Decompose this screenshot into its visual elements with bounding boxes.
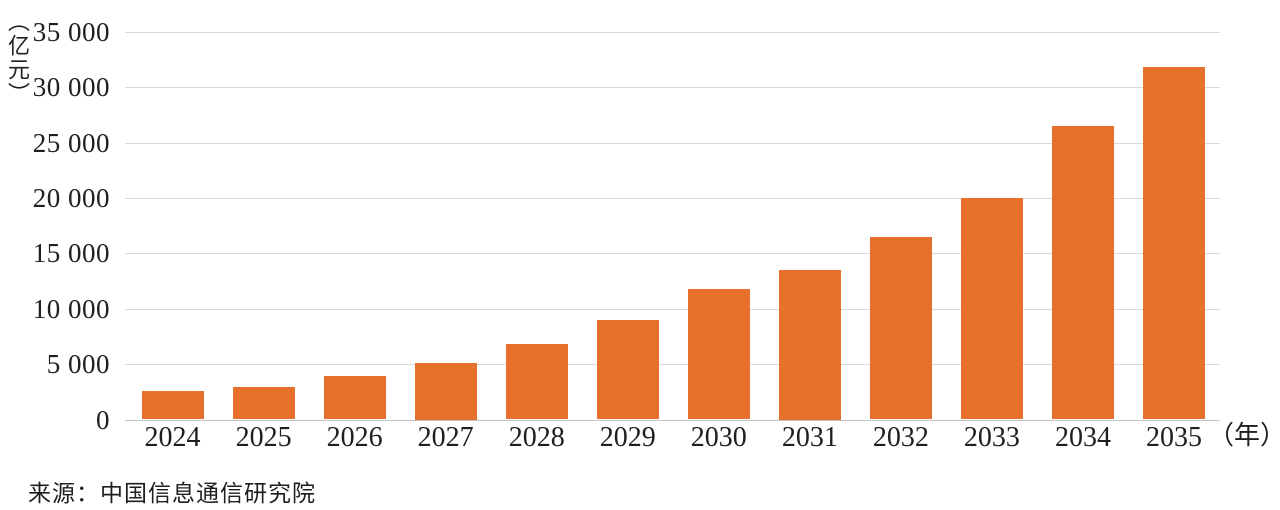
bar-2026 [323,376,386,420]
x-axis-unit-label: （年） [1208,421,1280,450]
gridline [125,142,1220,144]
y-axis-unit-label: （亿元） [5,10,30,106]
bar-2035 [1143,67,1205,420]
y-axis-tick-label: 10 000 [32,293,110,324]
bar-2034 [1052,126,1114,420]
bar-2024 [141,390,204,420]
bar-2027 [414,363,477,420]
gridline [125,32,1220,33]
source-caption: 来源：中国信息通信研究院 [28,481,316,506]
x-axis-tick-label: 2027 [417,422,474,453]
x-axis-tick-label: 2030 [690,422,747,453]
x-axis-tick-label: 2034 [1055,422,1111,453]
gridline [125,198,1220,200]
bar-2028 [505,344,568,420]
y-axis-tick-label: 5 000 [46,349,110,380]
x-axis-tick-label: 2029 [599,422,656,453]
bar-2033 [960,198,1023,420]
x-axis-tick-label: 2025 [235,422,292,453]
y-axis-tick-label: 20 000 [32,183,110,214]
gridline [125,253,1220,255]
y-axis-tick-label: 30 000 [32,72,110,103]
y-axis-tick-label: 35 000 [32,17,110,47]
x-axis-tick-label: 2031 [781,422,838,453]
x-axis-tick-label: 2026 [326,422,383,453]
gridline [125,364,1220,366]
x-axis-tick-label: 2032 [872,422,929,453]
bar-2025 [232,387,295,420]
bar-2030 [687,288,750,420]
x-axis-line [125,419,1220,421]
gridline [125,87,1220,89]
bar-2031 [778,270,841,420]
gridline [125,308,1220,310]
y-axis-tick-label: 15 000 [32,238,110,269]
y-axis-tick-label: 0 [96,404,110,435]
x-axis-tick-label: 2024 [144,422,201,453]
bar-2032 [869,236,932,420]
x-axis-tick-label: 2035 [1146,422,1202,453]
x-axis-tick-label: 2028 [508,422,565,453]
bar-2029 [596,319,659,420]
x-axis-tick-label: 2033 [963,422,1020,453]
y-axis-tick-label: 25 000 [32,127,110,158]
